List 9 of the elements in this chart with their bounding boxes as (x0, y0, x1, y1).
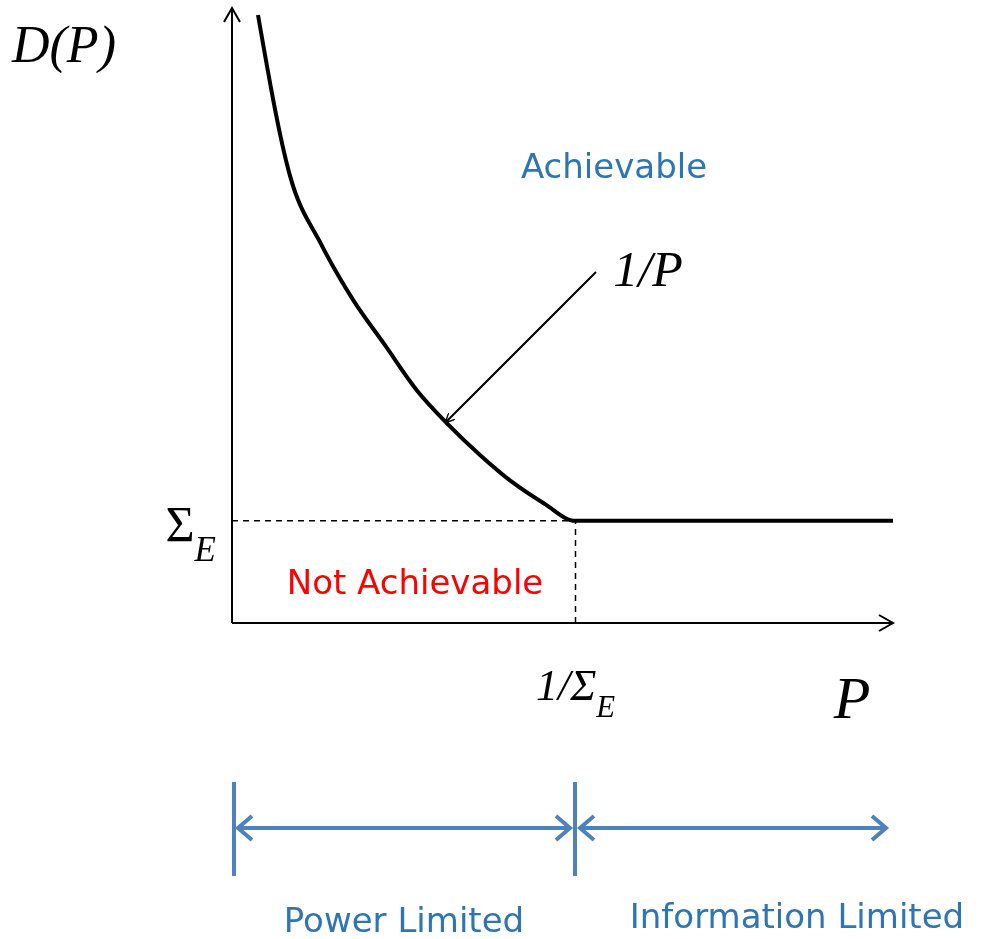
y-axis-title: D(P) (11, 16, 116, 74)
annotation: Not Achievable (286, 562, 544, 602)
text: 1/Σ$_{E}$ (535, 661, 616, 725)
annotation: Achievable (520, 146, 708, 186)
annotation: 1/P (613, 241, 683, 297)
text: Power Limited (283, 900, 525, 939)
x-axis-title: P (832, 665, 871, 731)
ref-line-label: Σ$_{E}$ (165, 495, 216, 569)
text: Information Limited (629, 896, 965, 936)
